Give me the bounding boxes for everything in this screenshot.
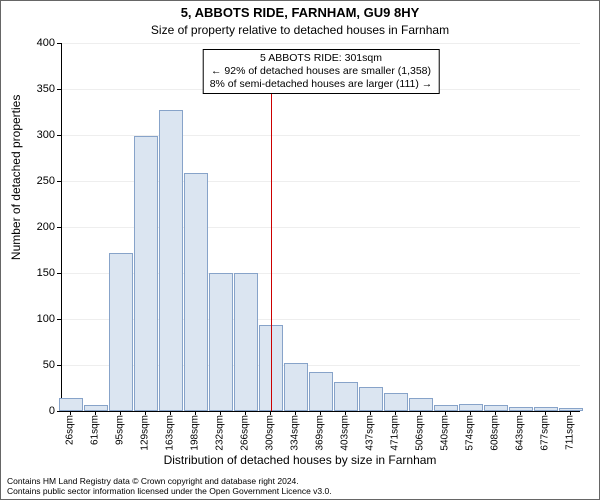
histogram-bar <box>384 393 408 411</box>
x-tick-label: 574sqm <box>465 415 476 451</box>
x-tick-label: 677sqm <box>540 415 551 451</box>
histogram-bar <box>459 404 483 411</box>
x-tick-label: 403sqm <box>340 415 351 451</box>
histogram-bar <box>434 405 458 411</box>
x-tick-label: 608sqm <box>490 415 501 451</box>
histogram-bar <box>534 407 558 411</box>
y-tick <box>57 135 61 136</box>
x-tick-label: 540sqm <box>440 415 451 451</box>
y-tick-label: 50 <box>15 359 55 371</box>
y-tick <box>57 273 61 274</box>
x-tick-label: 369sqm <box>315 415 326 451</box>
histogram-bar <box>284 363 308 411</box>
x-tick-label: 437sqm <box>365 415 376 451</box>
x-tick-label: 129sqm <box>140 415 151 451</box>
x-tick-label: 61sqm <box>90 415 101 445</box>
chart-title: 5, ABBOTS RIDE, FARNHAM, GU9 8HY <box>1 5 599 20</box>
y-tick <box>57 411 61 412</box>
x-tick-label: 26sqm <box>65 415 76 445</box>
y-tick <box>57 43 61 44</box>
x-tick-label: 163sqm <box>165 415 176 451</box>
footer-line: Contains HM Land Registry data © Crown c… <box>7 476 332 487</box>
y-tick <box>57 181 61 182</box>
x-tick-label: 471sqm <box>390 415 401 451</box>
histogram-bar <box>134 136 158 411</box>
y-tick <box>57 319 61 320</box>
y-tick-label: 250 <box>15 175 55 187</box>
gridline <box>62 43 580 44</box>
histogram-bar <box>184 173 208 411</box>
y-tick <box>57 227 61 228</box>
annotation-line: 5 ABBOTS RIDE: 301sqm <box>210 52 433 65</box>
x-tick-label: 300sqm <box>265 415 276 451</box>
y-tick-label: 200 <box>15 221 55 233</box>
x-tick-label: 232sqm <box>215 415 226 451</box>
x-tick-label: 506sqm <box>415 415 426 451</box>
marker-line <box>271 80 272 411</box>
y-tick <box>57 365 61 366</box>
y-tick-label: 150 <box>15 267 55 279</box>
y-tick <box>57 89 61 90</box>
histogram-bar <box>484 405 508 411</box>
x-tick-label: 198sqm <box>190 415 201 451</box>
footer-attribution: Contains HM Land Registry data © Crown c… <box>7 476 332 497</box>
histogram-bar <box>409 398 433 411</box>
annotation-line: 8% of semi-detached houses are larger (1… <box>210 78 433 91</box>
footer-line: Contains public sector information licen… <box>7 486 332 497</box>
histogram-bar <box>334 382 358 411</box>
x-tick-label: 643sqm <box>515 415 526 451</box>
y-tick-label: 300 <box>15 129 55 141</box>
histogram-bar <box>209 273 233 411</box>
histogram-bar <box>84 405 108 411</box>
y-tick-label: 400 <box>15 37 55 49</box>
y-tick-label: 350 <box>15 83 55 95</box>
chart-container: 5, ABBOTS RIDE, FARNHAM, GU9 8HY Size of… <box>0 0 600 500</box>
annotation-line: ← 92% of detached houses are smaller (1,… <box>210 65 433 78</box>
x-tick-label: 711sqm <box>565 415 576 450</box>
histogram-bar <box>359 387 383 411</box>
histogram-bar <box>309 372 333 411</box>
annotation-box: 5 ABBOTS RIDE: 301sqm ← 92% of detached … <box>203 49 440 94</box>
x-tick-label: 266sqm <box>240 415 251 451</box>
histogram-bar <box>159 110 183 411</box>
x-tick-label: 95sqm <box>115 415 126 445</box>
y-tick-label: 0 <box>15 405 55 417</box>
chart-subtitle: Size of property relative to detached ho… <box>1 23 599 37</box>
x-tick-label: 334sqm <box>290 415 301 451</box>
plot-area: 5 ABBOTS RIDE: 301sqm ← 92% of detached … <box>61 43 580 412</box>
x-axis-label: Distribution of detached houses by size … <box>1 453 599 467</box>
y-tick-label: 100 <box>15 313 55 325</box>
histogram-bar <box>559 408 583 411</box>
histogram-bar <box>109 253 133 411</box>
histogram-bar <box>59 398 83 411</box>
histogram-bar <box>509 407 533 411</box>
histogram-bar <box>234 273 258 411</box>
